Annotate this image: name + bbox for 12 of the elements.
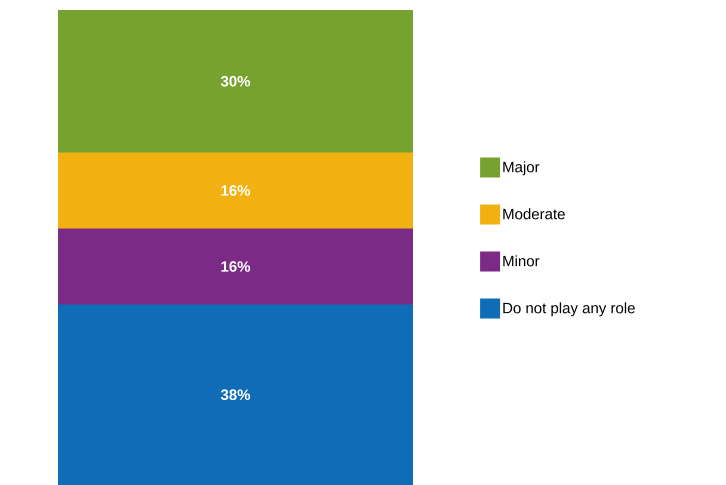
bar [58, 152, 413, 228]
data-label: 30% [220, 76, 250, 87]
legend-label: Do not play any role [503, 302, 635, 316]
bar [58, 228, 413, 304]
data-label: 16% [221, 261, 250, 272]
bar [58, 304, 413, 485]
bar [58, 10, 413, 152]
data-label: 16% [221, 185, 250, 196]
legend-label: Major [503, 161, 540, 176]
legend-label: Minor [503, 255, 540, 266]
data-label: 38% [220, 389, 250, 400]
legend-label: Moderate [503, 208, 565, 220]
